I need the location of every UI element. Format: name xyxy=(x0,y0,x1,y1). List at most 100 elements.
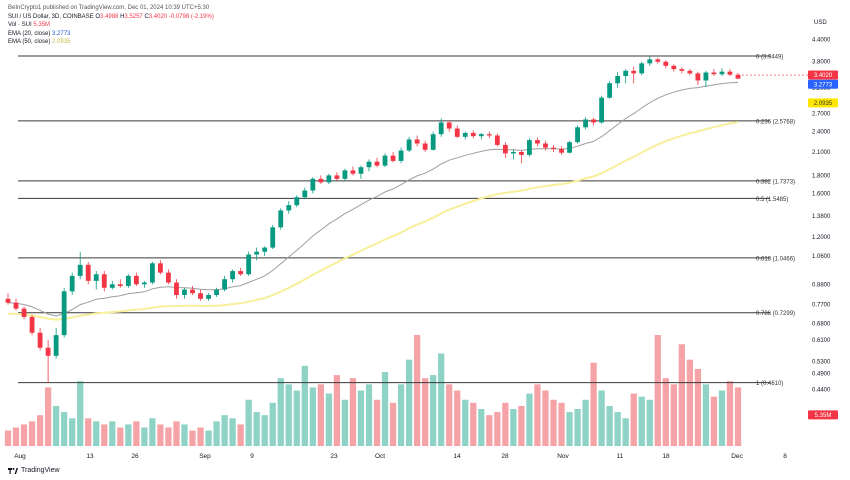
candle-body xyxy=(639,63,645,74)
candle-body xyxy=(478,134,484,137)
candle-body xyxy=(462,132,468,137)
volume-bar xyxy=(590,362,597,446)
high-value: 3.5257 xyxy=(124,13,143,20)
candle-body xyxy=(647,59,653,64)
volume-bar xyxy=(526,393,533,446)
volume-bar xyxy=(125,424,132,446)
volume-bar xyxy=(261,415,268,446)
candle-body xyxy=(158,263,163,273)
open-key: O xyxy=(95,13,101,20)
volume-legend[interactable]: Vol · SUI 5.35M xyxy=(8,21,214,30)
volume-bar xyxy=(470,402,477,446)
candle-body xyxy=(559,149,564,153)
fib-label: 0.236 (2.5768) xyxy=(756,119,795,125)
tradingview-brand: TradingView xyxy=(21,467,60,474)
candle-body xyxy=(141,282,147,285)
y-tick-label: 0.6800 xyxy=(812,322,831,328)
candle-body xyxy=(294,197,300,206)
candle-body xyxy=(655,59,661,62)
volume-bar xyxy=(101,424,108,446)
price-axis[interactable]: 4.4000 3.8000 3.2000 2.7000 2.4000 2.1000 1.80… xyxy=(812,20,831,394)
volume-bar xyxy=(28,421,36,446)
candle-body xyxy=(286,205,292,211)
candle-body xyxy=(543,143,548,148)
change-value: -0.0798 (-2.19%) xyxy=(168,13,214,20)
candle-body xyxy=(206,295,211,299)
y-tick-label: 0.6100 xyxy=(812,338,831,344)
ema50-legend[interactable]: EMA (50, close) 2.0935 xyxy=(8,38,214,47)
volume-bars xyxy=(4,335,742,446)
volume-bar xyxy=(478,409,485,446)
y-tick-label: 0.7700 xyxy=(812,303,831,309)
candles xyxy=(5,56,741,383)
volume-bar xyxy=(229,418,236,446)
candle-body xyxy=(575,127,580,143)
candle-body xyxy=(117,284,123,287)
x-tick-label: 8 xyxy=(783,453,787,460)
volume-bar xyxy=(77,381,84,446)
x-tick-label: 28 xyxy=(501,453,509,460)
volume-bar xyxy=(413,335,421,446)
volume-bar xyxy=(630,393,637,446)
candle-body xyxy=(446,122,452,129)
volume-bar xyxy=(149,418,156,446)
volume-bar xyxy=(189,430,196,446)
time-axis[interactable]: Aug 13 26 Sep 9 23 Oct 14 28 Nov 11 18 Dec 8 xyxy=(14,453,787,460)
candle-body xyxy=(599,97,605,123)
x-tick-label: Oct xyxy=(375,453,385,460)
close-key: C xyxy=(144,13,149,20)
candle-body xyxy=(125,275,131,287)
candle-body xyxy=(230,271,236,280)
price-tag-label: 3.2773 xyxy=(814,82,833,88)
candle-body xyxy=(486,134,492,136)
fib-label: 0.382 (1.7373) xyxy=(756,179,795,185)
y-tick-label: 3.2000 xyxy=(812,86,831,92)
price-tag xyxy=(808,98,838,108)
volume-bar xyxy=(237,424,244,446)
volume-bar xyxy=(173,421,180,446)
currency-label: USD xyxy=(814,20,827,26)
volume-bar xyxy=(726,381,734,446)
volume-bar xyxy=(534,384,541,446)
candle-body xyxy=(5,298,11,303)
candle-body xyxy=(254,251,260,255)
tradingview-footer[interactable]: TradingView xyxy=(8,467,60,474)
candle-body xyxy=(735,74,741,79)
candle-body xyxy=(350,170,356,174)
candle-body xyxy=(262,247,268,252)
candle-body xyxy=(470,132,476,137)
volume-bar xyxy=(205,430,212,446)
candle-body xyxy=(366,161,372,168)
candle-body xyxy=(438,122,444,135)
x-tick-label: 11 xyxy=(617,453,624,460)
volume-bar xyxy=(405,359,413,446)
y-tick-label: 3.8000 xyxy=(812,60,831,66)
volume-bar xyxy=(197,427,204,446)
symbol-label: SUI / US Dollar, 3D, COINBASE xyxy=(8,13,94,20)
volume-bar xyxy=(422,378,429,446)
volume-bar xyxy=(381,372,389,446)
candle-body xyxy=(519,151,524,155)
candle-body xyxy=(302,190,308,198)
volume-value: 5.35M xyxy=(33,22,51,28)
volume-bar xyxy=(542,390,549,446)
volume-bar xyxy=(558,402,565,446)
volume-bar xyxy=(20,424,28,446)
ema50-line xyxy=(7,121,739,321)
candle-body xyxy=(238,271,244,275)
volume-bar xyxy=(141,427,148,446)
y-tick-label: 2.1000 xyxy=(812,150,831,156)
ema20-legend[interactable]: EMA (20, close) 3.2773 xyxy=(8,30,214,39)
volume-bar xyxy=(654,335,661,446)
candle-body xyxy=(703,72,709,81)
publisher-line: BeInCrypto1 published on TradingView.com… xyxy=(8,5,210,11)
volume-bar xyxy=(349,378,357,446)
candle-body xyxy=(61,291,67,336)
volume-bar xyxy=(462,399,469,446)
volume-bar xyxy=(213,421,220,446)
ema20-label: EMA (20, close) xyxy=(8,30,51,37)
volume-bar xyxy=(221,415,228,446)
candle-body xyxy=(270,227,276,248)
volume-bar xyxy=(662,378,669,446)
